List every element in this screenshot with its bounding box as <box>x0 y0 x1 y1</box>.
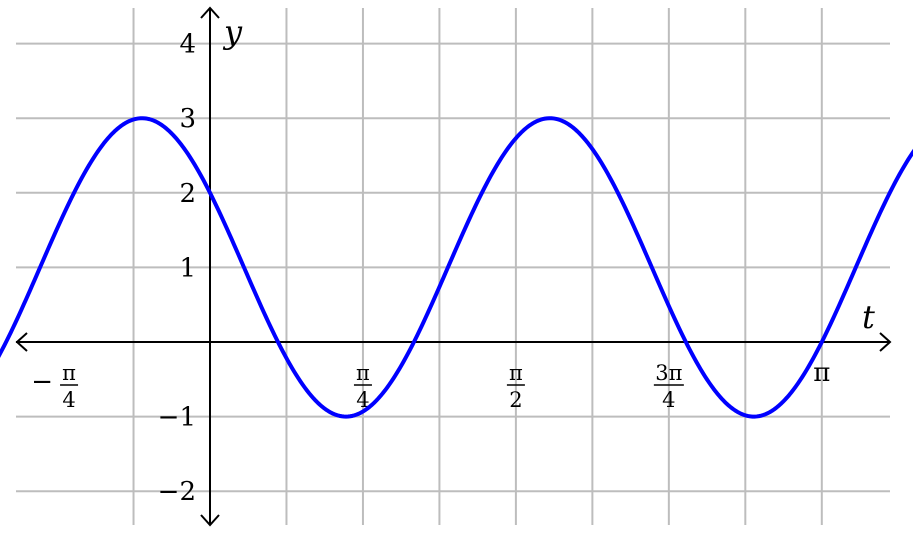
x-tick-numerator: π <box>62 361 76 385</box>
x-tick-numerator: π <box>509 361 523 385</box>
axes <box>15 6 892 527</box>
x-tick-sign: − <box>31 367 53 397</box>
series <box>0 116 913 419</box>
y-tick-label: 4 <box>179 30 196 60</box>
x-tick-denominator: 4 <box>356 388 369 412</box>
y-tick-label: −2 <box>158 477 196 507</box>
x-tick-label: π <box>813 358 830 388</box>
x-tick-denominator: 2 <box>509 388 522 412</box>
x-tick-label: − π 4 <box>31 361 79 412</box>
y-axis-title: y <box>222 13 243 51</box>
y-tick-label: 3 <box>179 104 196 134</box>
x-tick-label: π4 <box>353 361 372 412</box>
x-axis-title: t <box>862 298 875 336</box>
x-tick-numerator: π <box>356 361 370 385</box>
x-axis-left-arrow <box>15 332 28 352</box>
grid <box>16 8 890 525</box>
y-tick-label: −1 <box>158 403 196 433</box>
y-tick-label: 1 <box>179 253 196 283</box>
x-tick-numerator: 3π <box>655 361 682 385</box>
y-axis-bottom-arrow <box>200 514 220 527</box>
x-tick-denominator: 4 <box>662 388 675 412</box>
series-line <box>0 116 913 419</box>
x-axis-right-arrow <box>879 332 892 352</box>
y-axis-top-arrow <box>200 6 220 19</box>
y-tick-label: 2 <box>179 179 196 209</box>
x-tick-denominator: 4 <box>62 388 75 412</box>
x-tick-label: π2 <box>506 361 525 412</box>
x-tick-label: 3π4 <box>653 361 684 412</box>
